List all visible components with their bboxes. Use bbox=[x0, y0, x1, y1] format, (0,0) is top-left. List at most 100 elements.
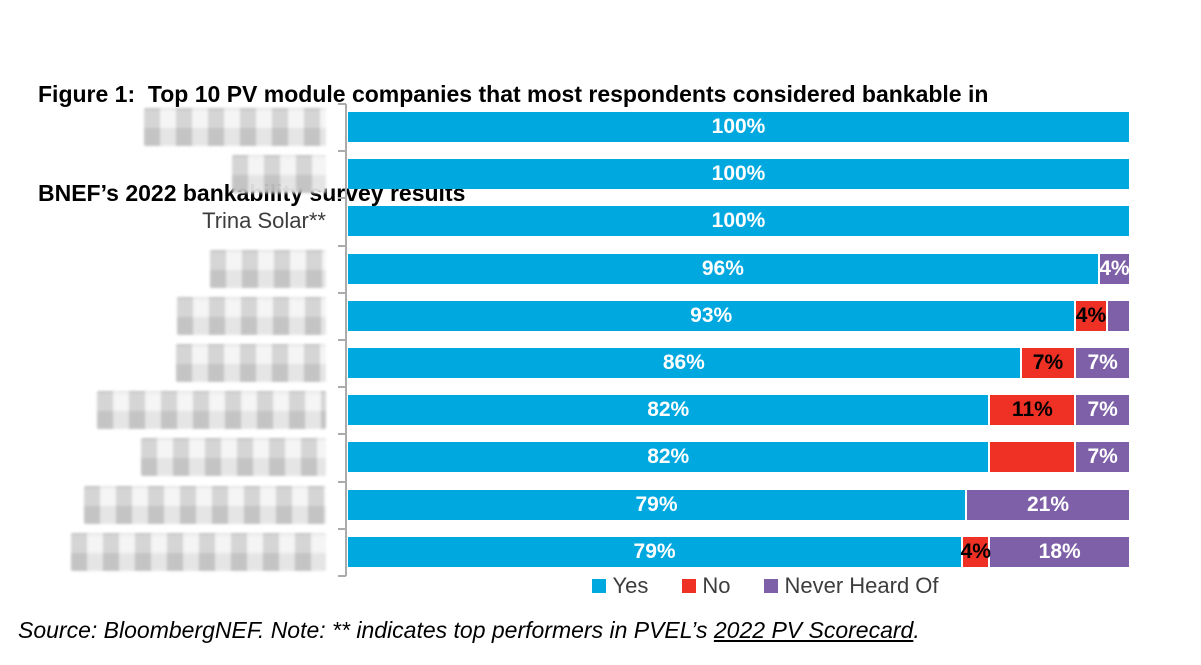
y-axis-line bbox=[345, 104, 347, 576]
bar-segment-yes: 79% bbox=[348, 490, 965, 520]
axis-tick-mark bbox=[338, 481, 346, 483]
legend-item-never-heard-of: Never Heard Of bbox=[764, 573, 939, 599]
bar-segment-never-heard-of: 7% bbox=[1074, 442, 1129, 472]
legend-label-no: No bbox=[702, 573, 731, 598]
redacted-company-name bbox=[210, 250, 326, 288]
company-label bbox=[0, 250, 326, 288]
axis-tick-mark bbox=[338, 433, 346, 435]
bar-segment-yes: 82% bbox=[348, 395, 989, 425]
axis-tick-mark bbox=[338, 386, 346, 388]
axis-tick-mark bbox=[338, 197, 346, 199]
bar-row: 93% 4% bbox=[0, 297, 1201, 335]
bar-row: Trina Solar** 100% bbox=[0, 206, 1201, 236]
bar-segment-yes: 100% bbox=[348, 159, 1129, 189]
bar-value-label: 100% bbox=[711, 115, 766, 138]
scorecard-link[interactable]: 2022 PV Scorecard bbox=[713, 617, 914, 643]
company-label bbox=[0, 155, 326, 193]
bar-value-label: 7% bbox=[1087, 351, 1118, 374]
axis-tick-mark bbox=[338, 103, 346, 105]
legend-swatch-no-icon bbox=[682, 579, 697, 593]
redacted-company-name bbox=[176, 344, 326, 382]
axis-tick-mark bbox=[338, 292, 346, 294]
bar-value-label: 7% bbox=[1032, 351, 1064, 374]
bar-track: 82% 7% bbox=[348, 442, 1129, 472]
source-note: Source: BloombergNEF. Note: ** indicates… bbox=[18, 617, 1188, 644]
bar-segment-no: 4% bbox=[960, 537, 991, 567]
company-label: Trina Solar** bbox=[202, 208, 326, 233]
bar-segment-yes: 86% bbox=[348, 348, 1020, 378]
bar-row: 79% 21% bbox=[0, 486, 1201, 524]
legend-label-never-heard-of: Never Heard Of bbox=[784, 573, 939, 598]
redacted-company-name bbox=[232, 155, 326, 193]
bar-value-label: 4% bbox=[1075, 304, 1107, 327]
bar-value-label: 7% bbox=[1087, 398, 1118, 421]
bar-segment-yes: 100% bbox=[348, 112, 1129, 142]
axis-tick-mark bbox=[338, 339, 346, 341]
redacted-company-name bbox=[144, 108, 326, 146]
redacted-company-name bbox=[97, 391, 326, 429]
bar-segment-never-heard-of: 7% bbox=[1074, 395, 1129, 425]
bar-segment-yes: 100% bbox=[348, 206, 1129, 236]
company-label bbox=[0, 297, 326, 335]
company-label bbox=[0, 108, 326, 146]
bar-segment-yes: 82% bbox=[348, 442, 989, 472]
legend-item-yes: Yes bbox=[592, 573, 648, 599]
bar-segment-never-heard-of: 7% bbox=[1074, 348, 1129, 378]
bar-track: 100% bbox=[348, 159, 1129, 189]
bar-row: 100% bbox=[0, 155, 1201, 193]
company-label bbox=[0, 533, 326, 571]
bar-track: 79% 21% bbox=[348, 490, 1129, 520]
axis-tick-mark bbox=[338, 575, 346, 577]
bar-value-label: 21% bbox=[1026, 493, 1069, 516]
bar-value-label: 4% bbox=[960, 540, 991, 563]
legend-label-yes: Yes bbox=[612, 573, 649, 598]
redacted-company-name bbox=[71, 533, 326, 571]
bar-track: 86% 7% 7% bbox=[348, 348, 1129, 378]
bar-value-label: 7% bbox=[1087, 445, 1118, 468]
bar-value-label: 79% bbox=[635, 493, 678, 516]
company-label bbox=[0, 344, 326, 382]
bar-value-label: 82% bbox=[647, 398, 690, 421]
axis-tick-mark bbox=[338, 245, 346, 247]
bar-segment-yes: 93% bbox=[348, 301, 1075, 331]
redacted-company-name bbox=[177, 297, 326, 335]
redacted-company-name bbox=[141, 438, 326, 476]
bar-value-label: 11% bbox=[1011, 398, 1053, 421]
axis-tick-mark bbox=[338, 528, 346, 530]
source-note-period: . bbox=[913, 617, 920, 643]
bar-value-label: 100% bbox=[711, 162, 766, 185]
bar-row: 96% 4% bbox=[0, 250, 1201, 288]
bar-value-label: 18% bbox=[1038, 540, 1081, 563]
legend-item-no: No bbox=[682, 573, 730, 599]
bar-value-label: 79% bbox=[633, 540, 676, 563]
bar-value-label: 4% bbox=[1099, 257, 1130, 280]
bar-value-label: 82% bbox=[647, 445, 690, 468]
axis-tick-mark bbox=[338, 150, 346, 152]
bar-track: 93% 4% bbox=[348, 301, 1129, 331]
bar-segment-never-heard-of: 21% bbox=[964, 490, 1129, 520]
bar-segment-never-heard-of bbox=[1105, 301, 1129, 331]
bar-row: 79% 4% 18% bbox=[0, 533, 1201, 571]
bar-track: 96% 4% bbox=[348, 254, 1130, 284]
bar-value-label: 93% bbox=[690, 304, 733, 327]
bar-row: 100% bbox=[0, 108, 1201, 146]
bar-track: 100% bbox=[348, 112, 1129, 142]
bar-row: 82% 11% 7% bbox=[0, 391, 1201, 429]
bar-segment-yes: 79% bbox=[348, 537, 962, 567]
bar-track: 79% 4% 18% bbox=[348, 537, 1129, 567]
figure-title-line1: Figure 1: Top 10 PV module companies tha… bbox=[38, 81, 989, 107]
legend: Yes No Never Heard Of bbox=[348, 572, 1129, 600]
company-label bbox=[0, 486, 326, 524]
bar-value-label: 100% bbox=[711, 209, 766, 232]
bar-row: 82% 7% bbox=[0, 438, 1201, 476]
source-note-text: Source: BloombergNEF. Note: ** indicates… bbox=[18, 617, 714, 643]
bar-segment-yes: 96% bbox=[348, 254, 1098, 284]
bar-segment-never-heard-of: 18% bbox=[988, 537, 1129, 567]
legend-swatch-yes-icon bbox=[592, 579, 607, 593]
bar-segment-no: 11% bbox=[988, 395, 1075, 425]
company-label bbox=[0, 438, 326, 476]
bar-segment-no: 4% bbox=[1074, 301, 1107, 331]
redacted-company-name bbox=[84, 486, 326, 524]
bar-track: 82% 11% 7% bbox=[348, 395, 1129, 425]
